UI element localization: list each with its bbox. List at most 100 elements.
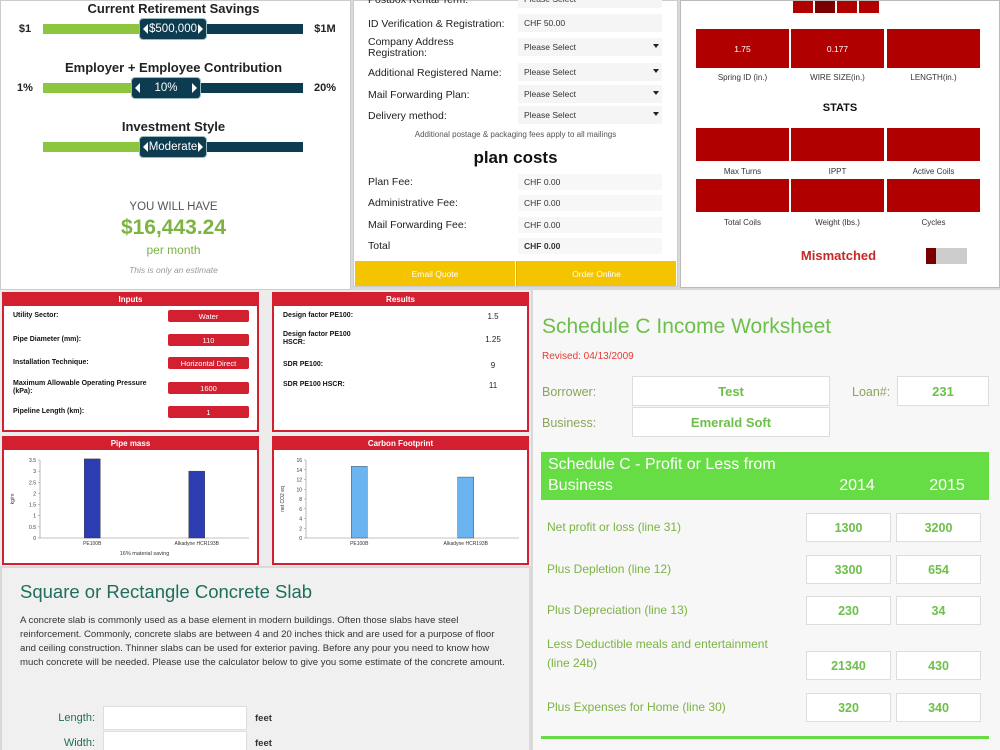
form-label: Company Address Registration: [368,36,454,59]
spring-tab[interactable] [859,1,879,13]
slider-arrow [143,142,148,152]
y-tick-label: 6 [299,507,302,513]
input-select[interactable]: Water [168,310,249,322]
y-axis-label: net CO2 eq [280,486,286,512]
row-value[interactable]: 3300 [806,555,891,584]
field-input[interactable] [103,731,247,750]
form-select[interactable]: Please Select [518,0,662,8]
loan-label: Loan#: [852,385,891,399]
spring-tab[interactable] [793,1,813,13]
field-input[interactable] [103,706,247,730]
y-tick-label: 1.5 [29,503,36,509]
y-axis-label: kg/m [10,494,16,505]
form-select[interactable]: CHF 50.00 [518,14,662,32]
row-value[interactable]: 230 [806,596,891,625]
row-value[interactable]: 21340 [806,651,891,680]
slider-arrow [198,24,203,34]
toggle-track[interactable] [926,248,967,264]
row-label: Less Deductible meals and entertainment … [547,637,768,670]
result-label: Design factor PE100: [283,312,354,319]
y-tick-label: 4 [299,517,302,523]
row-value[interactable]: 320 [806,693,891,722]
form-select[interactable]: Please Select [518,106,662,124]
cost-value: CHF 0.00 [518,195,662,211]
disclaimer: This is only an estimate [129,265,218,275]
pipe-panel: Inputs Utility Sector: Water Pipe Diameter … [0,290,531,566]
x-tick-label: PE100B [350,541,369,547]
borrower-label: Borrower: [542,385,597,399]
spring-input-cell[interactable]: 0.177 [791,29,884,68]
business-value[interactable]: Emerald Soft [632,407,830,437]
input-select[interactable]: Horizontal Direct [168,357,249,369]
results-card: Results Design factor PE100: 1.5 Design fac… [272,292,529,432]
y-tick-label: 12 [296,478,302,484]
spring-tab[interactable] [837,1,857,13]
input-select[interactable]: 110 [168,334,249,346]
stat-cell [791,179,884,212]
row-value[interactable]: 1300 [806,513,891,542]
bottom-rule [541,736,989,739]
row-value[interactable]: 34 [896,596,981,625]
retirement-panel: Current Retirement Savings $1 $1M $500,000 E… [0,0,351,290]
form-label: Additional Registered Name: [368,66,502,79]
y-tick-label: 0 [33,536,36,542]
form-select[interactable]: Please Select [518,85,662,103]
slider-track [141,142,303,152]
cost-value: CHF 0.00 [518,217,662,233]
field-label: Width: [63,737,95,749]
row-value[interactable]: 340 [896,693,981,722]
cost-label: Plan Fee: [368,176,413,188]
form-button[interactable]: Order Online [516,261,676,286]
stat-cell [791,128,884,161]
form-button[interactable]: Email Quote [355,261,515,286]
stat-label: Weight (lbs.) [815,217,860,227]
card-header: Inputs [4,292,257,306]
cost-label: Administrative Fee: [368,197,458,209]
worksheet-title: Schedule C Income Worksheet [542,315,832,338]
result-label: SDR PE100: [283,361,324,368]
row-label: Net profit or loss (line 31) [547,520,682,534]
spring-panel: 1.75 Spring ID (in.) 0.177 WIRE SIZE(in.) LE… [680,0,1000,288]
input-label: Installation Technique: [13,359,89,366]
spring-input-label: LENGTH(in.) [910,72,957,82]
stat-cell [696,179,789,212]
slider-handle[interactable]: 10% [131,77,201,99]
cost-value: CHF 0.00 [518,238,662,254]
slider-max: 20% [313,82,337,94]
cost-label: Total [368,240,391,252]
form-select[interactable]: Please Select [518,38,662,56]
result-value: 11 [488,380,498,390]
y-tick-label: 3.5 [29,458,36,464]
spring-input-label: Spring ID (in.) [717,72,768,82]
stat-label: IPPT [828,166,847,176]
row-value[interactable]: 3200 [896,513,981,542]
card-header: Carbon Footprint [274,436,527,450]
row-value[interactable]: 654 [896,555,981,584]
slab-panel: Square or Rectangle Concrete Slab A concr… [2,568,529,750]
borrower-value[interactable]: Test [632,376,830,406]
row-label: Plus Depletion (line 12) [547,562,672,576]
result-label: YOU WILL HAVE [129,200,218,213]
loan-value[interactable]: 231 [897,376,989,406]
y-tick-label: 16 [296,458,302,464]
form-select[interactable]: Please Select [518,63,662,81]
year-header: 2014 [839,477,875,494]
slider-handle[interactable]: $500,000 [139,18,207,40]
result-value: 1.25 [485,334,501,344]
form-label: Mail Forwarding Plan: [368,88,470,101]
spring-input-cell[interactable] [887,29,980,68]
slider-handle[interactable]: Moderate [139,136,207,158]
select-caret [653,91,659,95]
stat-label: Cycles [921,217,946,227]
bar-chart: 0 2 4 6 8 10 12 14 16 net CO2 eq PE100B Alkadyne HC… [280,458,519,547]
input-select[interactable]: 1600 [168,382,249,394]
spring-input-cell[interactable]: 1.75 [696,29,789,68]
input-select[interactable]: 1 [168,406,249,418]
row-value[interactable]: 430 [896,651,981,680]
result-value: 1.5 [487,311,499,321]
spring-tab[interactable] [815,1,835,13]
bar [457,476,474,539]
slider-title: Employer + Employee Contribution [64,59,283,75]
stat-label: Max Turns [723,166,762,176]
